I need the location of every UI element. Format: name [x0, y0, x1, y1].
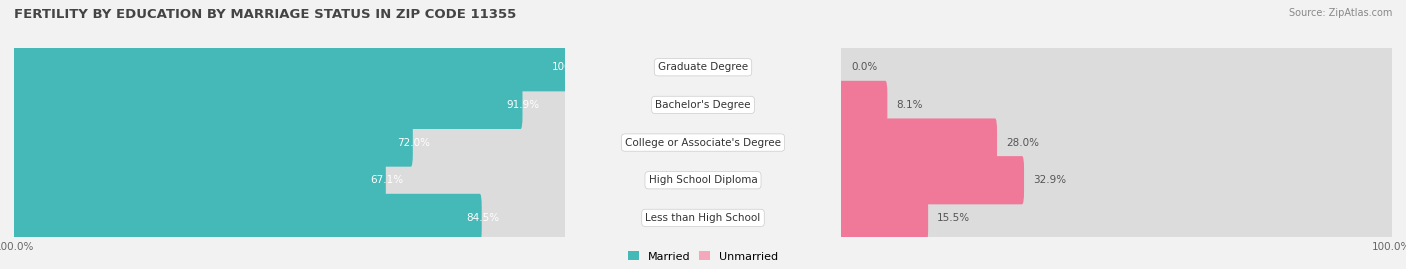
Text: 8.1%: 8.1%	[897, 100, 922, 110]
Text: Less than High School: Less than High School	[645, 213, 761, 223]
FancyBboxPatch shape	[13, 118, 413, 167]
Text: 91.9%: 91.9%	[506, 100, 540, 110]
Text: 28.0%: 28.0%	[1007, 137, 1039, 148]
FancyBboxPatch shape	[839, 118, 997, 167]
FancyBboxPatch shape	[13, 118, 567, 167]
Text: 32.9%: 32.9%	[1033, 175, 1066, 185]
Text: FERTILITY BY EDUCATION BY MARRIAGE STATUS IN ZIP CODE 11355: FERTILITY BY EDUCATION BY MARRIAGE STATU…	[14, 8, 516, 21]
FancyBboxPatch shape	[839, 81, 1393, 129]
Legend: Married, Unmarried: Married, Unmarried	[623, 247, 783, 266]
Text: High School Diploma: High School Diploma	[648, 175, 758, 185]
FancyBboxPatch shape	[839, 194, 928, 242]
FancyBboxPatch shape	[13, 156, 385, 204]
FancyBboxPatch shape	[839, 43, 1393, 91]
Text: Graduate Degree: Graduate Degree	[658, 62, 748, 72]
FancyBboxPatch shape	[13, 43, 567, 91]
Text: 67.1%: 67.1%	[370, 175, 404, 185]
FancyBboxPatch shape	[839, 156, 1393, 204]
Text: 15.5%: 15.5%	[938, 213, 970, 223]
Text: 100.0%: 100.0%	[551, 62, 591, 72]
FancyBboxPatch shape	[839, 194, 1393, 242]
Text: 84.5%: 84.5%	[465, 213, 499, 223]
FancyBboxPatch shape	[13, 194, 482, 242]
Text: Bachelor's Degree: Bachelor's Degree	[655, 100, 751, 110]
FancyBboxPatch shape	[13, 156, 567, 204]
FancyBboxPatch shape	[839, 156, 1024, 204]
Text: Source: ZipAtlas.com: Source: ZipAtlas.com	[1288, 8, 1392, 18]
FancyBboxPatch shape	[13, 81, 567, 129]
FancyBboxPatch shape	[13, 43, 567, 91]
FancyBboxPatch shape	[13, 81, 523, 129]
Text: College or Associate's Degree: College or Associate's Degree	[626, 137, 780, 148]
Text: 0.0%: 0.0%	[852, 62, 879, 72]
FancyBboxPatch shape	[839, 81, 887, 129]
FancyBboxPatch shape	[13, 194, 567, 242]
FancyBboxPatch shape	[839, 118, 1393, 167]
Text: 72.0%: 72.0%	[396, 137, 430, 148]
